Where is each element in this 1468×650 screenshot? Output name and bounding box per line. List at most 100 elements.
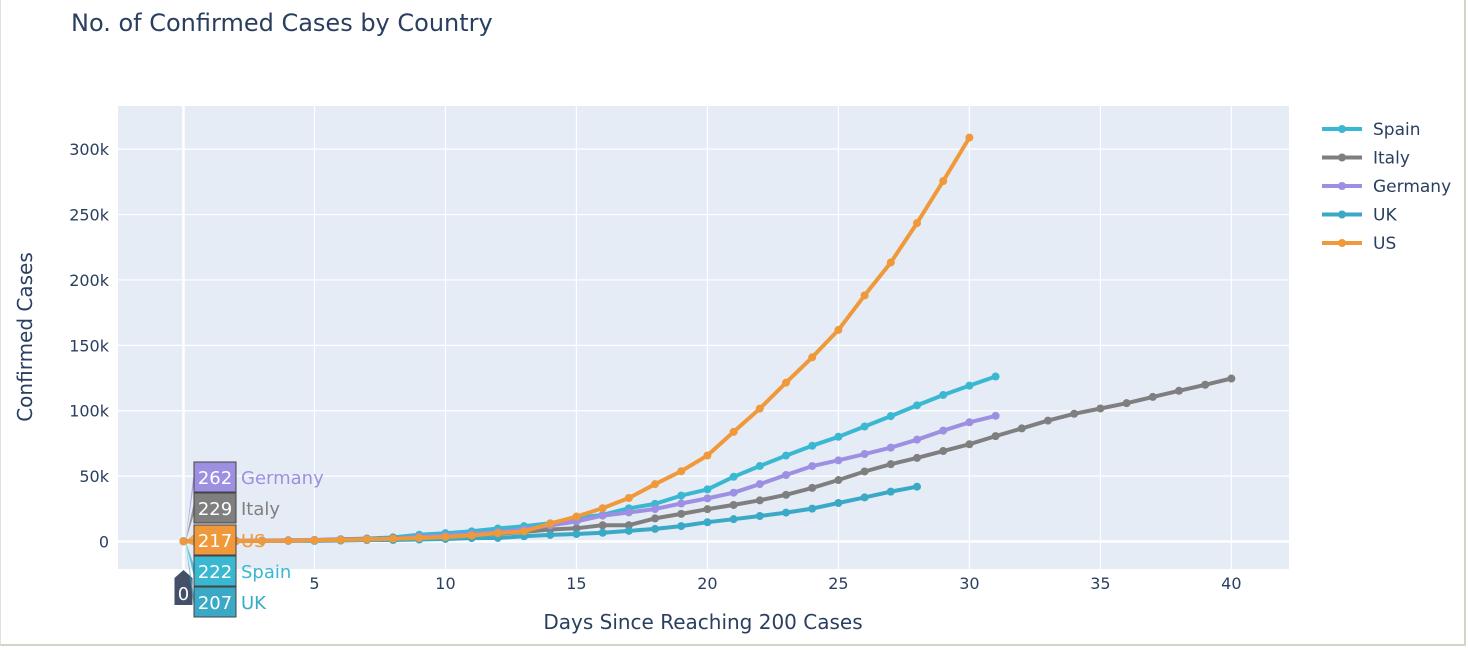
data-point[interactable] xyxy=(808,353,817,362)
data-point[interactable] xyxy=(415,533,424,542)
data-point[interactable] xyxy=(782,508,791,517)
data-point[interactable] xyxy=(598,528,607,537)
data-point[interactable] xyxy=(1174,386,1183,395)
data-point[interactable] xyxy=(336,535,345,544)
data-point[interactable] xyxy=(493,529,502,538)
data-point[interactable] xyxy=(991,372,1000,381)
data-point[interactable] xyxy=(703,451,712,460)
data-point[interactable] xyxy=(860,467,869,476)
data-point[interactable] xyxy=(572,524,581,533)
data-point[interactable] xyxy=(886,460,895,469)
data-point[interactable] xyxy=(860,291,869,300)
data-point[interactable] xyxy=(703,518,712,527)
data-point[interactable] xyxy=(755,496,764,505)
legend-item-spain[interactable]: Spain xyxy=(1322,120,1421,140)
data-point[interactable] xyxy=(808,462,817,471)
data-point[interactable] xyxy=(782,378,791,387)
data-point[interactable] xyxy=(965,133,974,142)
legend-item-italy[interactable]: Italy xyxy=(1322,149,1410,169)
data-point[interactable] xyxy=(624,521,633,530)
data-point[interactable] xyxy=(991,432,1000,441)
data-point[interactable] xyxy=(651,524,660,533)
data-point[interactable] xyxy=(834,325,843,334)
data-point[interactable] xyxy=(572,512,581,521)
data-point[interactable] xyxy=(310,536,319,545)
data-point[interactable] xyxy=(572,530,581,539)
legend-item-germany[interactable]: Germany xyxy=(1322,177,1451,197)
data-point[interactable] xyxy=(703,505,712,514)
data-point[interactable] xyxy=(598,511,607,520)
data-point[interactable] xyxy=(886,443,895,452)
data-point[interactable] xyxy=(965,418,974,427)
data-point[interactable] xyxy=(886,412,895,421)
data-point[interactable] xyxy=(389,534,398,543)
data-point[interactable] xyxy=(546,530,555,539)
data-point[interactable] xyxy=(1227,374,1236,383)
data-point[interactable] xyxy=(913,482,922,491)
data-point[interactable] xyxy=(677,499,686,508)
data-point[interactable] xyxy=(1122,399,1131,408)
data-point[interactable] xyxy=(965,440,974,449)
data-point[interactable] xyxy=(939,426,948,435)
data-point[interactable] xyxy=(808,441,817,450)
data-point[interactable] xyxy=(520,527,529,536)
data-point[interactable] xyxy=(729,500,738,509)
data-point[interactable] xyxy=(860,422,869,431)
data-point[interactable] xyxy=(1201,380,1210,389)
data-point[interactable] xyxy=(1148,392,1157,401)
data-point[interactable] xyxy=(755,461,764,470)
data-point[interactable] xyxy=(624,508,633,517)
data-point[interactable] xyxy=(834,476,843,485)
data-point[interactable] xyxy=(939,447,948,456)
data-point[interactable] xyxy=(677,491,686,500)
data-point[interactable] xyxy=(677,467,686,476)
data-point[interactable] xyxy=(939,177,948,186)
data-point[interactable] xyxy=(1017,424,1026,433)
data-point[interactable] xyxy=(651,514,660,523)
data-point[interactable] xyxy=(729,472,738,481)
data-point[interactable] xyxy=(886,258,895,267)
data-point[interactable] xyxy=(441,532,450,541)
data-point[interactable] xyxy=(860,493,869,502)
data-point[interactable] xyxy=(703,485,712,494)
data-point[interactable] xyxy=(913,401,922,410)
data-point[interactable] xyxy=(598,504,607,513)
data-point[interactable] xyxy=(677,509,686,518)
data-point[interactable] xyxy=(729,515,738,524)
data-point[interactable] xyxy=(913,219,922,228)
data-point[interactable] xyxy=(598,521,607,530)
legend-item-us[interactable]: US xyxy=(1322,234,1396,254)
data-point[interactable] xyxy=(546,519,555,528)
data-point[interactable] xyxy=(284,536,293,545)
data-point[interactable] xyxy=(808,483,817,492)
data-point[interactable] xyxy=(913,435,922,444)
data-point[interactable] xyxy=(624,494,633,503)
data-point[interactable] xyxy=(729,488,738,497)
data-point[interactable] xyxy=(808,504,817,513)
data-point[interactable] xyxy=(834,456,843,465)
data-point[interactable] xyxy=(703,494,712,503)
data-point[interactable] xyxy=(782,490,791,499)
legend[interactable]: Spain Italy Germany UK US xyxy=(1322,120,1451,254)
data-point[interactable] xyxy=(886,487,895,496)
data-point[interactable] xyxy=(729,427,738,436)
data-point[interactable] xyxy=(939,390,948,399)
data-point[interactable] xyxy=(860,450,869,459)
data-point[interactable] xyxy=(1043,416,1052,425)
data-point[interactable] xyxy=(467,531,476,540)
data-point[interactable] xyxy=(755,480,764,489)
data-point[interactable] xyxy=(913,453,922,462)
data-point[interactable] xyxy=(782,470,791,479)
data-point[interactable] xyxy=(258,536,267,545)
data-point[interactable] xyxy=(624,526,633,535)
data-point[interactable] xyxy=(179,537,188,546)
data-point[interactable] xyxy=(651,505,660,514)
data-point[interactable] xyxy=(677,522,686,531)
data-point[interactable] xyxy=(755,512,764,521)
data-point[interactable] xyxy=(834,432,843,441)
data-point[interactable] xyxy=(362,535,371,544)
data-point[interactable] xyxy=(1070,409,1079,418)
data-point[interactable] xyxy=(755,404,764,413)
data-point[interactable] xyxy=(651,480,660,489)
data-point[interactable] xyxy=(782,451,791,460)
